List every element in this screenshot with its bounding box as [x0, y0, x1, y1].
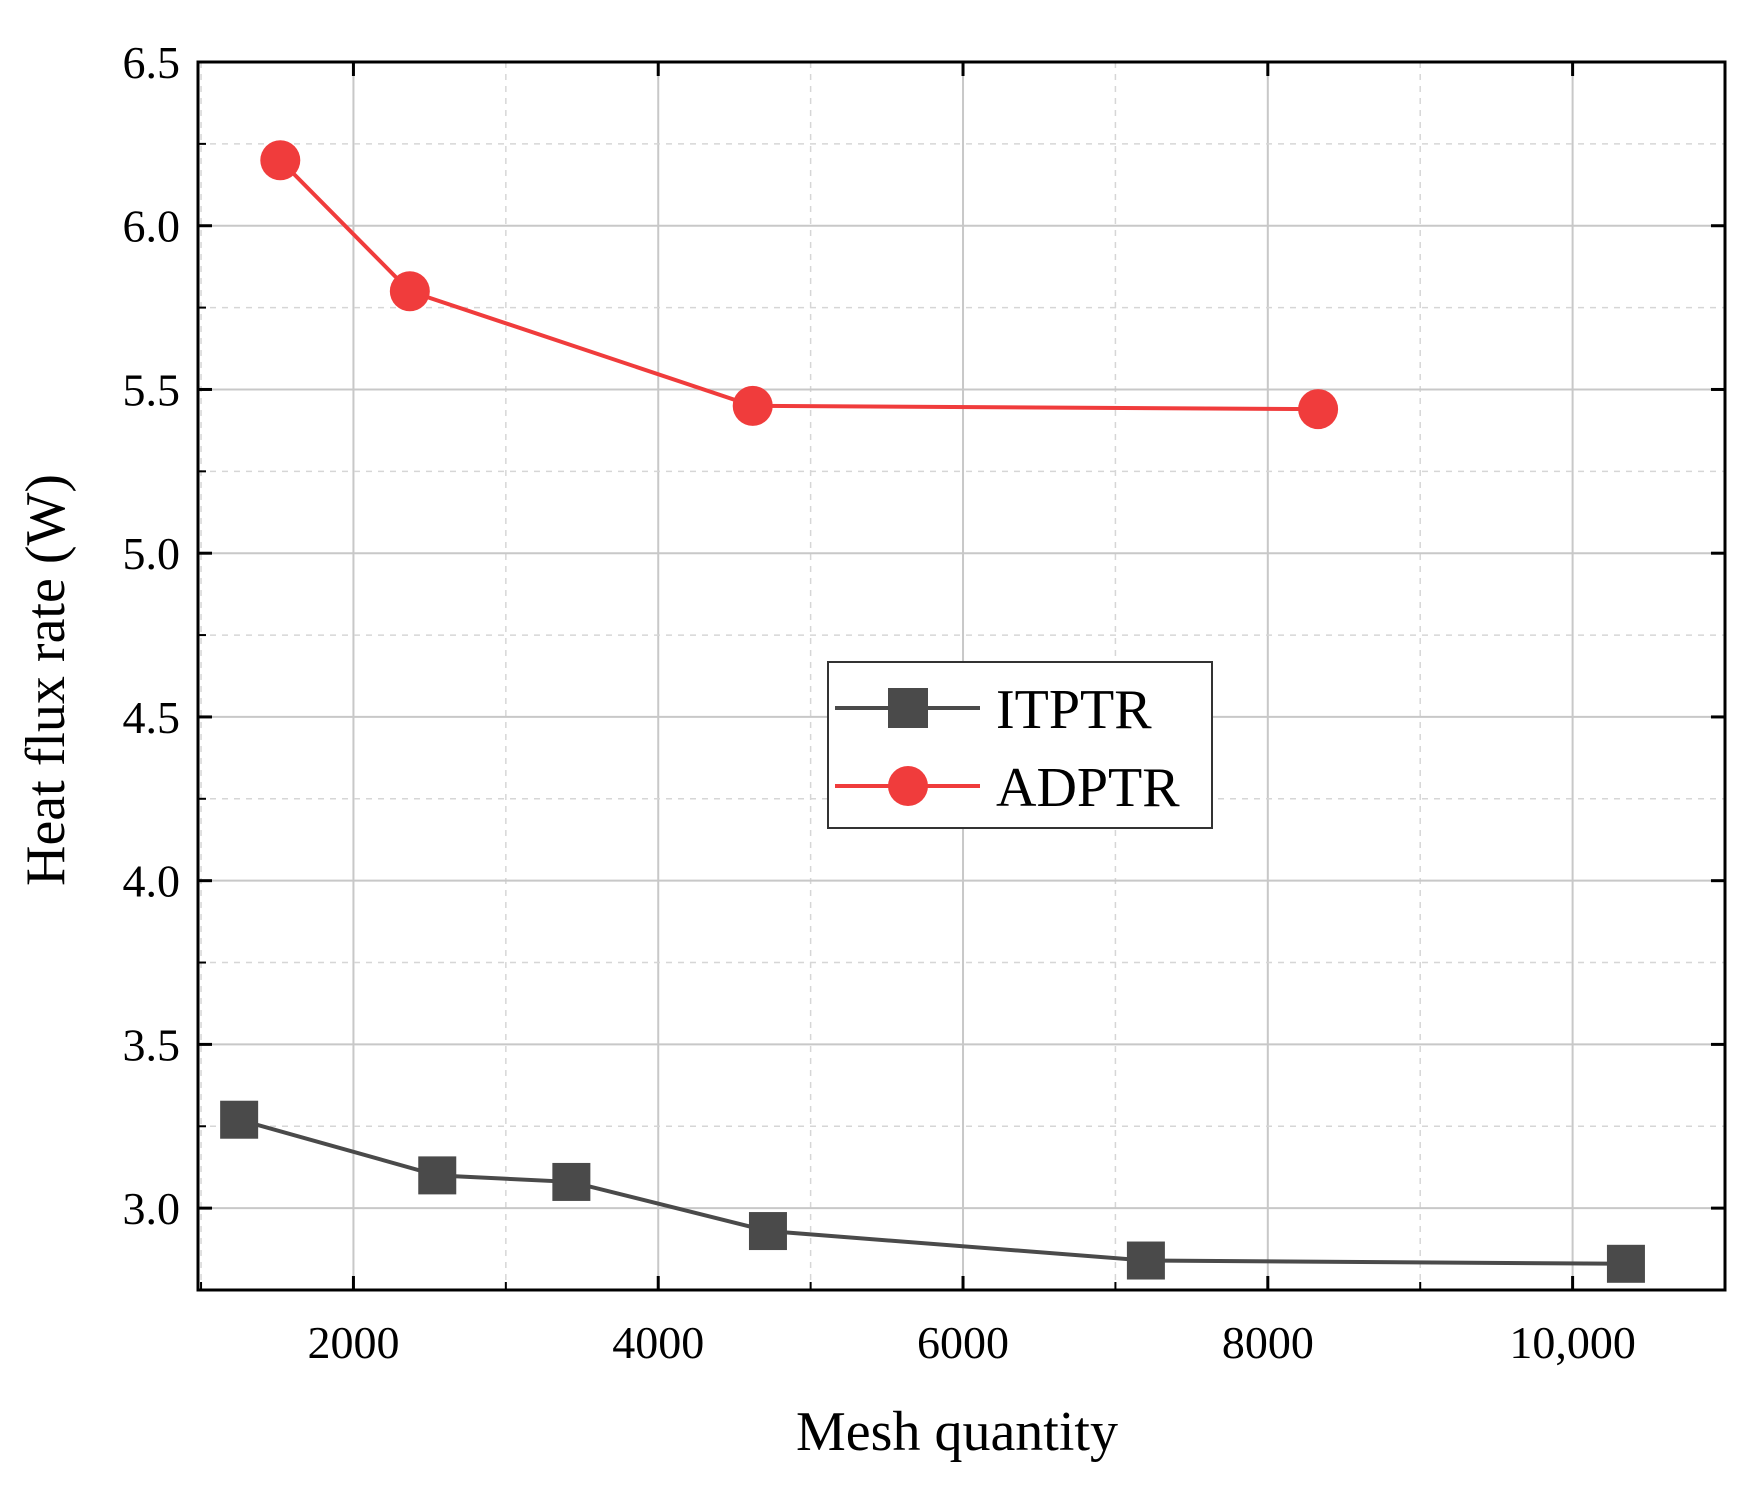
point-itptr: [1606, 1244, 1645, 1283]
x-tick-label: 10,000: [1509, 1317, 1636, 1368]
x-tick-label: 4000: [612, 1317, 704, 1368]
x-tick-label: 2000: [307, 1317, 399, 1368]
point-adptr: [732, 385, 773, 426]
point-itptr: [552, 1162, 591, 1201]
x-tick-label: 8000: [1222, 1317, 1314, 1368]
point-itptr: [748, 1212, 787, 1251]
x-axis-title: Mesh quantity: [796, 1401, 1118, 1463]
point-adptr: [389, 271, 430, 312]
y-tick-label: 5.5: [123, 364, 181, 415]
legend-marker-adptr: [888, 766, 928, 806]
point-adptr: [260, 140, 301, 181]
y-tick-label: 6.5: [123, 37, 181, 88]
legend-label-adptr: ADPTR: [996, 757, 1180, 819]
y-tick-label: 5.0: [123, 528, 181, 579]
series-line-itptr: [238, 1117, 1626, 1266]
legend-label-itptr: ITPTR: [996, 679, 1152, 741]
y-tick-label: 3.0: [123, 1183, 181, 1234]
plot-frame: [196, 60, 1727, 1292]
axis-ticks: 2000 4000 6000 8000 10,000 3.0 3.5 4.0 4.5 5.0 5.5…: [123, 37, 1725, 1368]
point-itptr: [220, 1100, 259, 1139]
series-line-adptr: [278, 158, 1319, 412]
point-itptr: [1126, 1241, 1165, 1280]
y-axis-title: Heat flux rate (W): [15, 474, 77, 886]
x-tick-label: 6000: [917, 1317, 1009, 1368]
y-tick-label: 4.0: [123, 856, 181, 907]
legend-marker-itptr: [888, 688, 928, 728]
y-tick-label: 4.5: [123, 692, 181, 743]
y-tick-label: 3.5: [123, 1019, 181, 1070]
y-tick-label: 6.0: [123, 201, 181, 252]
series-layer: [220, 140, 1645, 1283]
point-adptr: [1298, 389, 1339, 430]
point-itptr: [418, 1156, 457, 1195]
legend: ITPTR ADPTR: [827, 661, 1213, 829]
